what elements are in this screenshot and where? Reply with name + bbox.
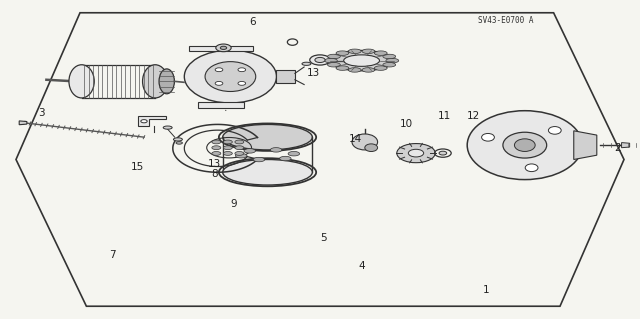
- Text: 2: 2: [614, 143, 621, 153]
- Ellipse shape: [348, 68, 361, 72]
- Ellipse shape: [216, 44, 231, 52]
- Text: 14: 14: [349, 134, 362, 144]
- Ellipse shape: [362, 49, 375, 54]
- Polygon shape: [276, 70, 295, 84]
- Ellipse shape: [220, 46, 227, 49]
- Ellipse shape: [141, 120, 147, 123]
- Ellipse shape: [467, 111, 582, 180]
- Ellipse shape: [238, 81, 246, 85]
- Text: 10: 10: [400, 119, 413, 130]
- Ellipse shape: [212, 146, 221, 150]
- Ellipse shape: [69, 65, 94, 98]
- Text: 9: 9: [230, 199, 237, 209]
- Polygon shape: [189, 46, 253, 51]
- Ellipse shape: [223, 160, 312, 185]
- Text: 7: 7: [109, 250, 115, 260]
- Ellipse shape: [244, 149, 255, 153]
- Ellipse shape: [330, 50, 394, 71]
- Ellipse shape: [280, 156, 291, 161]
- Ellipse shape: [176, 142, 182, 144]
- Ellipse shape: [205, 62, 256, 92]
- Text: 4: 4: [358, 261, 365, 271]
- Ellipse shape: [328, 63, 340, 67]
- Ellipse shape: [184, 50, 276, 103]
- Ellipse shape: [348, 49, 361, 54]
- Ellipse shape: [365, 144, 378, 152]
- Text: 11: 11: [438, 111, 451, 122]
- Ellipse shape: [328, 54, 340, 59]
- Ellipse shape: [374, 51, 387, 56]
- Ellipse shape: [408, 149, 424, 157]
- Ellipse shape: [215, 68, 223, 72]
- Ellipse shape: [386, 58, 399, 63]
- Ellipse shape: [302, 62, 311, 65]
- Ellipse shape: [315, 57, 325, 63]
- Ellipse shape: [515, 139, 535, 152]
- Ellipse shape: [223, 146, 232, 150]
- Text: 13: 13: [208, 159, 221, 169]
- Ellipse shape: [503, 132, 547, 158]
- Ellipse shape: [223, 124, 312, 150]
- Ellipse shape: [383, 63, 396, 67]
- Text: 8: 8: [211, 169, 218, 179]
- Ellipse shape: [270, 148, 282, 152]
- Ellipse shape: [525, 164, 538, 172]
- Polygon shape: [621, 143, 630, 148]
- Ellipse shape: [223, 140, 232, 144]
- Ellipse shape: [235, 140, 244, 144]
- Ellipse shape: [397, 144, 435, 163]
- Ellipse shape: [352, 134, 378, 150]
- Ellipse shape: [288, 152, 300, 156]
- Ellipse shape: [481, 133, 494, 141]
- Polygon shape: [138, 116, 166, 126]
- Ellipse shape: [336, 66, 349, 70]
- Polygon shape: [16, 13, 624, 306]
- Ellipse shape: [374, 66, 387, 70]
- Polygon shape: [574, 131, 596, 160]
- Ellipse shape: [223, 152, 232, 155]
- Ellipse shape: [212, 140, 221, 144]
- Ellipse shape: [215, 81, 223, 85]
- Ellipse shape: [235, 152, 244, 155]
- Ellipse shape: [235, 146, 244, 150]
- Ellipse shape: [236, 153, 247, 158]
- Ellipse shape: [344, 55, 380, 66]
- Ellipse shape: [163, 126, 172, 129]
- Ellipse shape: [336, 51, 349, 56]
- Ellipse shape: [439, 151, 447, 155]
- Ellipse shape: [238, 68, 246, 72]
- Text: 3: 3: [38, 108, 45, 118]
- Text: SV43-E0700 A: SV43-E0700 A: [478, 16, 533, 25]
- Ellipse shape: [362, 68, 375, 72]
- Polygon shape: [198, 102, 244, 108]
- Ellipse shape: [159, 69, 174, 94]
- Text: 12: 12: [467, 111, 480, 122]
- Ellipse shape: [383, 54, 396, 59]
- Ellipse shape: [548, 127, 561, 134]
- Ellipse shape: [310, 55, 330, 65]
- Polygon shape: [19, 121, 27, 125]
- Ellipse shape: [212, 152, 221, 155]
- Ellipse shape: [173, 138, 182, 141]
- Text: 13: 13: [307, 68, 320, 78]
- Ellipse shape: [143, 65, 168, 98]
- Text: 1: 1: [483, 285, 490, 295]
- Text: 5: 5: [320, 233, 326, 243]
- Text: 6: 6: [250, 17, 256, 27]
- Ellipse shape: [253, 157, 265, 162]
- Text: 15: 15: [131, 162, 144, 173]
- Ellipse shape: [324, 58, 337, 63]
